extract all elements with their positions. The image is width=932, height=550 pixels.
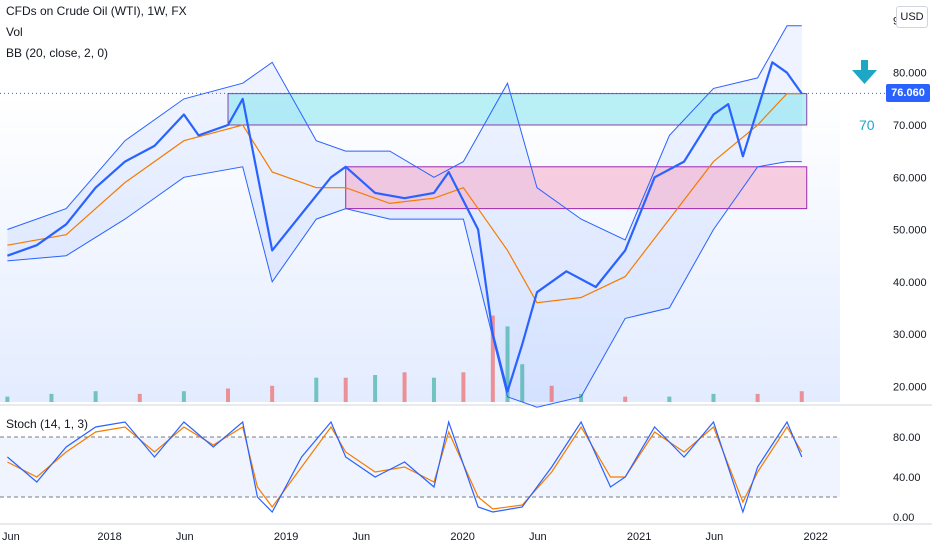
down-arrow-head: [852, 70, 877, 84]
price-axis-label: 40.000: [893, 277, 927, 289]
support-zone: [345, 166, 808, 210]
volume-bar: [623, 396, 628, 402]
time-axis-label: 2022: [803, 531, 827, 543]
bb-lower-line: [7, 161, 802, 408]
bb-band-fill: [7, 25, 802, 408]
price-axis-label: 80.000: [893, 68, 927, 80]
volume-bar: [181, 391, 186, 402]
volume-bar: [490, 315, 495, 402]
volume-bar: [799, 391, 804, 402]
volume-bar: [270, 385, 275, 402]
volume-bar: [711, 393, 716, 402]
stoch-legend[interactable]: Stoch (14, 1, 3): [6, 417, 89, 431]
price-axis-label: 60.000: [893, 172, 927, 184]
volume-bar: [402, 372, 407, 402]
volume-bar: [755, 393, 760, 402]
volume-bar: [549, 385, 554, 402]
volume-bar: [579, 393, 584, 402]
currency-button[interactable]: USD: [896, 6, 928, 28]
symbol-legend[interactable]: CFDs on Crude Oil (WTI), 1W, FX: [6, 4, 187, 18]
bb-basis-line: [7, 92, 802, 304]
bb-upper-line: [7, 25, 802, 241]
volume-bar: [667, 396, 672, 402]
volume-bar: [343, 377, 348, 402]
stoch-axis-label: 40.00: [893, 472, 921, 484]
volume-bar: [137, 393, 142, 402]
volume-bar: [373, 375, 378, 402]
time-axis-label: Jun: [529, 531, 547, 543]
volume-legend[interactable]: Vol: [6, 25, 23, 39]
volume-bar: [505, 326, 510, 402]
bollinger-legend[interactable]: BB (20, close, 2, 0): [6, 46, 109, 60]
price-axis-label: 50.000: [893, 225, 927, 237]
price-axis-label: 20.000: [893, 381, 927, 393]
stoch-axis-label: 80.00: [893, 432, 921, 444]
time-axis-label: 2020: [450, 531, 474, 543]
time-axis-label: Jun: [705, 531, 723, 543]
volume-bar: [431, 377, 436, 402]
down-arrow-shaft: [861, 60, 868, 74]
volume-bar: [49, 393, 54, 402]
time-axis-label: Jun: [2, 531, 20, 543]
volume-bar: [226, 388, 231, 402]
volume-bar: [5, 396, 10, 402]
price-axis-label: 30.000: [893, 329, 927, 341]
price-line: [7, 61, 803, 393]
target-annotation: 70: [859, 117, 875, 133]
time-axis-label: Jun: [176, 531, 194, 543]
stoch-band-fill: [0, 437, 840, 497]
time-axis-label: 2018: [97, 531, 121, 543]
stoch-axis-label: 0.00: [893, 512, 914, 524]
time-axis-label: Jun: [352, 531, 370, 543]
volume-bar: [461, 372, 466, 402]
stoch-k-line: [7, 419, 803, 514]
last-price-badge: 76.060: [886, 84, 930, 103]
volume-bar: [520, 364, 525, 402]
down-arrow-icon: [852, 60, 877, 84]
time-axis-label: 2021: [627, 531, 651, 543]
main-pane-background: [0, 96, 840, 402]
volume-bar: [314, 377, 319, 402]
time-axis-label: 2019: [274, 531, 298, 543]
price-axis-label: 70.000: [893, 120, 927, 132]
volume-bar: [93, 391, 98, 402]
